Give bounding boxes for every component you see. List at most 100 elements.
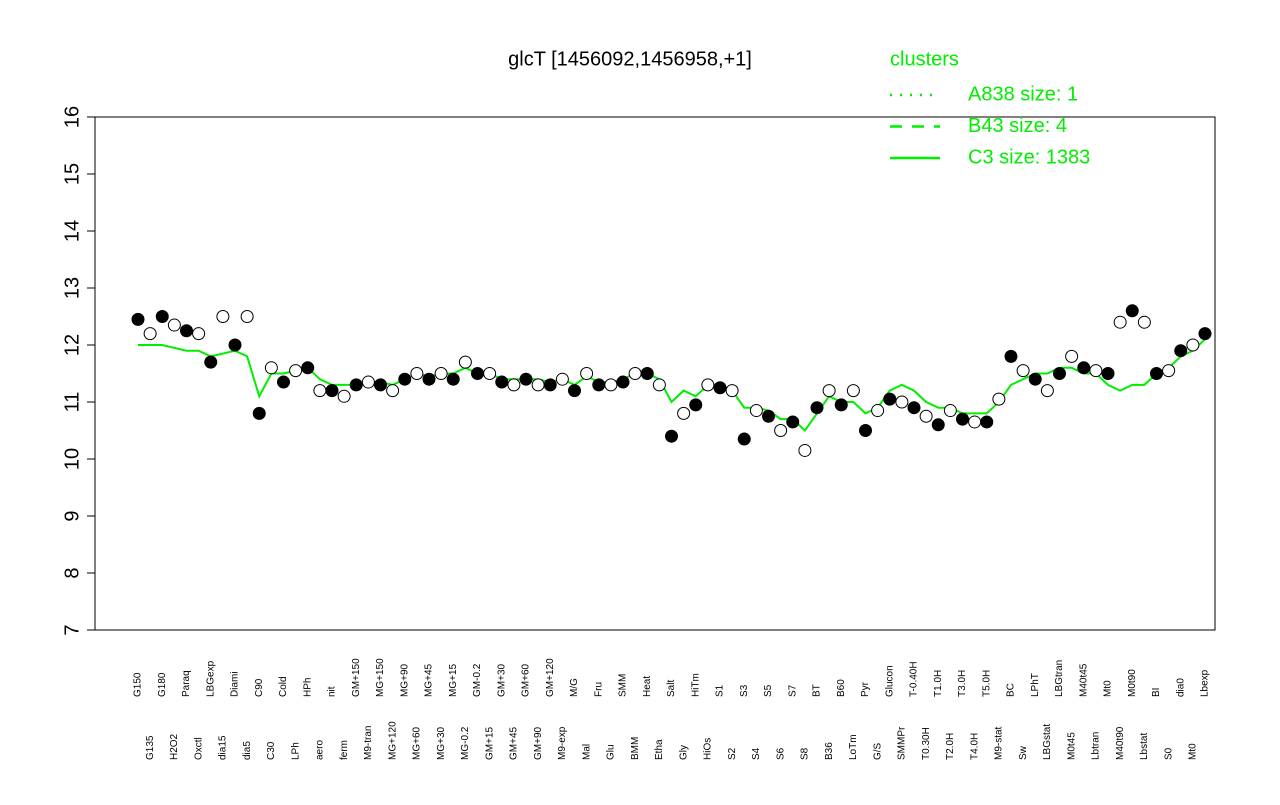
x-tick-label: M0t90 <box>1127 669 1138 697</box>
x-tick-label: Pyr <box>860 681 871 697</box>
x-tick-label: dia5 <box>242 741 253 760</box>
data-point <box>1150 367 1163 380</box>
x-tick-label: Etha <box>654 739 665 760</box>
data-point <box>677 406 691 420</box>
x-tick-label: BMM <box>630 737 641 760</box>
x-tick-label: GM+90 <box>533 726 544 760</box>
data-point <box>374 378 387 392</box>
data-point <box>434 367 448 380</box>
data-point <box>483 367 497 380</box>
x-tick-label: BC <box>1006 683 1017 697</box>
x-tick-label: T4.0H <box>969 733 980 760</box>
data-point <box>180 324 193 338</box>
x-tick-label: BT <box>812 684 823 697</box>
data-point <box>386 384 400 398</box>
x-tick-label: LoTm <box>848 734 859 760</box>
data-point <box>568 384 581 398</box>
data-point <box>507 378 521 392</box>
data-point <box>628 367 642 380</box>
data-point <box>980 415 994 429</box>
x-tick-label: C90 <box>254 678 265 697</box>
legend-label: C3 size: 1383 <box>968 146 1090 168</box>
x-tick-label: S7 <box>787 684 798 697</box>
x-tick-label: SMMPr <box>897 726 908 760</box>
x-tick-label: HiTm <box>690 673 701 697</box>
data-point <box>410 367 424 380</box>
x-tick-label: Glucon <box>884 665 895 697</box>
data-point <box>216 310 230 323</box>
x-tick-label: T3.0H <box>957 670 968 697</box>
data-point <box>543 378 557 392</box>
x-tick-label: MG+60 <box>412 726 423 760</box>
y-tick-label: 10 <box>61 448 83 470</box>
y-tick-label: 14 <box>61 220 83 242</box>
data-point <box>1016 364 1030 378</box>
data-point <box>737 432 751 446</box>
plot-frame <box>94 116 1216 631</box>
data-point <box>155 310 169 323</box>
x-tick-label: BI <box>1151 688 1162 697</box>
data-point <box>471 367 484 380</box>
x-tick-label: MG+90 <box>399 663 410 697</box>
x-tick-label: Diami <box>230 671 241 697</box>
x-tick-label: MG-0.2 <box>460 726 471 760</box>
data-point <box>1162 364 1176 378</box>
data-point <box>992 392 1006 406</box>
x-tick-label: aero <box>315 740 326 760</box>
x-tick-label: S4 <box>751 747 762 760</box>
x-tick-label: GM+120 <box>545 658 556 697</box>
x-tick-label: M9-stat <box>994 726 1005 760</box>
x-tick-label: Mt0 <box>1103 680 1114 697</box>
data-point <box>204 355 218 369</box>
data-point <box>361 375 375 389</box>
data-point <box>1028 372 1042 386</box>
data-point <box>252 406 266 420</box>
data-point <box>422 372 436 386</box>
data-point <box>968 415 982 429</box>
x-tick-label: MG+15 <box>448 663 459 697</box>
x-tick-label: GM+60 <box>521 663 532 697</box>
data-point <box>604 378 618 392</box>
x-tick-label: LPh <box>290 742 301 760</box>
data-point <box>289 364 303 378</box>
legend-label: A838 size: 1 <box>968 83 1078 105</box>
data-point <box>1186 338 1200 352</box>
data-point <box>1137 315 1151 329</box>
x-tick-label: Paraq <box>181 670 192 697</box>
x-tick-label: GM+30 <box>496 663 507 697</box>
x-tick-label: S1 <box>715 684 726 697</box>
data-point <box>749 404 763 418</box>
legend-title: clusters <box>890 48 959 70</box>
x-tick-label: T-0.40H <box>909 661 920 697</box>
data-point <box>458 355 472 369</box>
data-point <box>919 409 933 423</box>
data-point <box>519 372 533 386</box>
x-tick-label: Heat <box>642 676 653 697</box>
x-tick-label: H2O2 <box>169 733 180 760</box>
data-point <box>713 381 727 395</box>
y-tick-label: 15 <box>61 163 83 185</box>
data-point <box>301 361 315 375</box>
data-point <box>907 401 921 415</box>
x-tick-label: M40t45 <box>1078 663 1089 697</box>
data-point <box>349 378 363 392</box>
x-tick-label: MG+30 <box>436 726 447 760</box>
data-point <box>774 424 788 437</box>
x-tick-label: G180 <box>157 672 168 697</box>
data-point <box>665 429 678 443</box>
y-tick-label: 7 <box>61 624 83 635</box>
data-point <box>1040 384 1054 398</box>
data-point <box>834 398 848 412</box>
x-tick-label: Lbtran <box>1091 732 1102 760</box>
data-point <box>652 378 666 392</box>
data-point <box>871 404 885 418</box>
data-point <box>277 375 290 389</box>
x-tick-label: GM+150 <box>351 658 362 697</box>
x-tick-label: T2.0H <box>945 733 956 760</box>
x-tick-label: Oxctl <box>193 737 204 760</box>
data-point <box>1101 367 1115 380</box>
y-tick-label: 16 <box>61 106 83 128</box>
y-tick-label: 13 <box>61 277 83 299</box>
data-point <box>883 392 897 406</box>
x-tick-label: Salt <box>666 680 677 697</box>
